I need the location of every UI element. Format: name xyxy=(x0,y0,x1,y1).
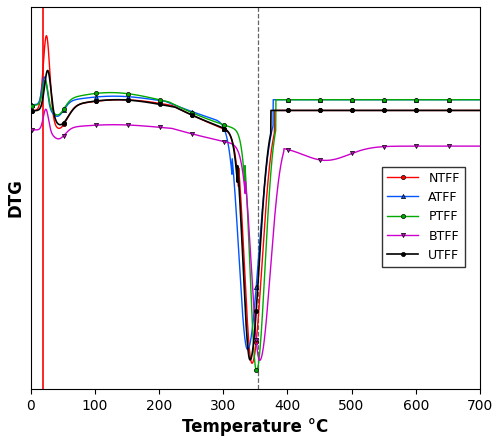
ATFF xyxy=(29,102,35,108)
BTFF xyxy=(29,128,35,133)
ATFF xyxy=(52,113,58,118)
NTFF xyxy=(382,108,388,113)
UTFF xyxy=(464,108,470,113)
NTFF xyxy=(464,108,470,113)
BTFF xyxy=(257,358,263,363)
BTFF xyxy=(464,144,470,149)
UTFF xyxy=(382,108,388,113)
NTFF xyxy=(235,179,241,184)
PTFF xyxy=(477,97,483,102)
Legend: NTFF, ATFF, PTFF, BTFF, UTFF: NTFF, ATFF, PTFF, BTFF, UTFF xyxy=(382,167,464,267)
PTFF xyxy=(29,103,35,109)
BTFF xyxy=(382,144,388,149)
Y-axis label: DTG: DTG xyxy=(7,179,25,218)
PTFF xyxy=(42,78,48,83)
UTFF xyxy=(29,109,35,114)
PTFF xyxy=(247,264,253,270)
PTFF xyxy=(464,97,470,102)
UTFF xyxy=(247,357,253,362)
ATFF xyxy=(477,97,483,102)
UTFF xyxy=(477,108,483,113)
BTFF xyxy=(464,144,470,149)
ATFF xyxy=(235,239,241,244)
BTFF xyxy=(477,144,483,149)
ATFF xyxy=(42,74,48,80)
NTFF xyxy=(44,33,50,39)
Line: PTFF: PTFF xyxy=(30,78,482,373)
X-axis label: Temperature °C: Temperature °C xyxy=(182,418,328,436)
NTFF xyxy=(247,351,253,357)
BTFF xyxy=(43,107,49,112)
Line: BTFF: BTFF xyxy=(30,107,482,362)
PTFF xyxy=(235,132,241,137)
NTFF xyxy=(464,108,470,113)
Line: ATFF: ATFF xyxy=(30,75,482,351)
UTFF xyxy=(464,108,470,113)
BTFF xyxy=(52,135,58,140)
Line: UTFF: UTFF xyxy=(30,68,482,362)
PTFF xyxy=(52,111,58,117)
NTFF xyxy=(249,361,255,366)
BTFF xyxy=(247,241,253,246)
ATFF xyxy=(382,97,388,102)
NTFF xyxy=(477,108,483,113)
BTFF xyxy=(235,149,241,154)
PTFF xyxy=(464,97,470,102)
PTFF xyxy=(254,368,260,373)
ATFF xyxy=(247,340,253,346)
NTFF xyxy=(52,120,58,126)
NTFF xyxy=(29,108,35,113)
UTFF xyxy=(235,169,241,175)
UTFF xyxy=(44,68,51,73)
UTFF xyxy=(247,357,253,362)
UTFF xyxy=(52,115,58,120)
ATFF xyxy=(464,97,470,102)
ATFF xyxy=(464,97,470,102)
PTFF xyxy=(382,97,388,102)
ATFF xyxy=(244,347,250,352)
Line: NTFF: NTFF xyxy=(30,34,482,365)
